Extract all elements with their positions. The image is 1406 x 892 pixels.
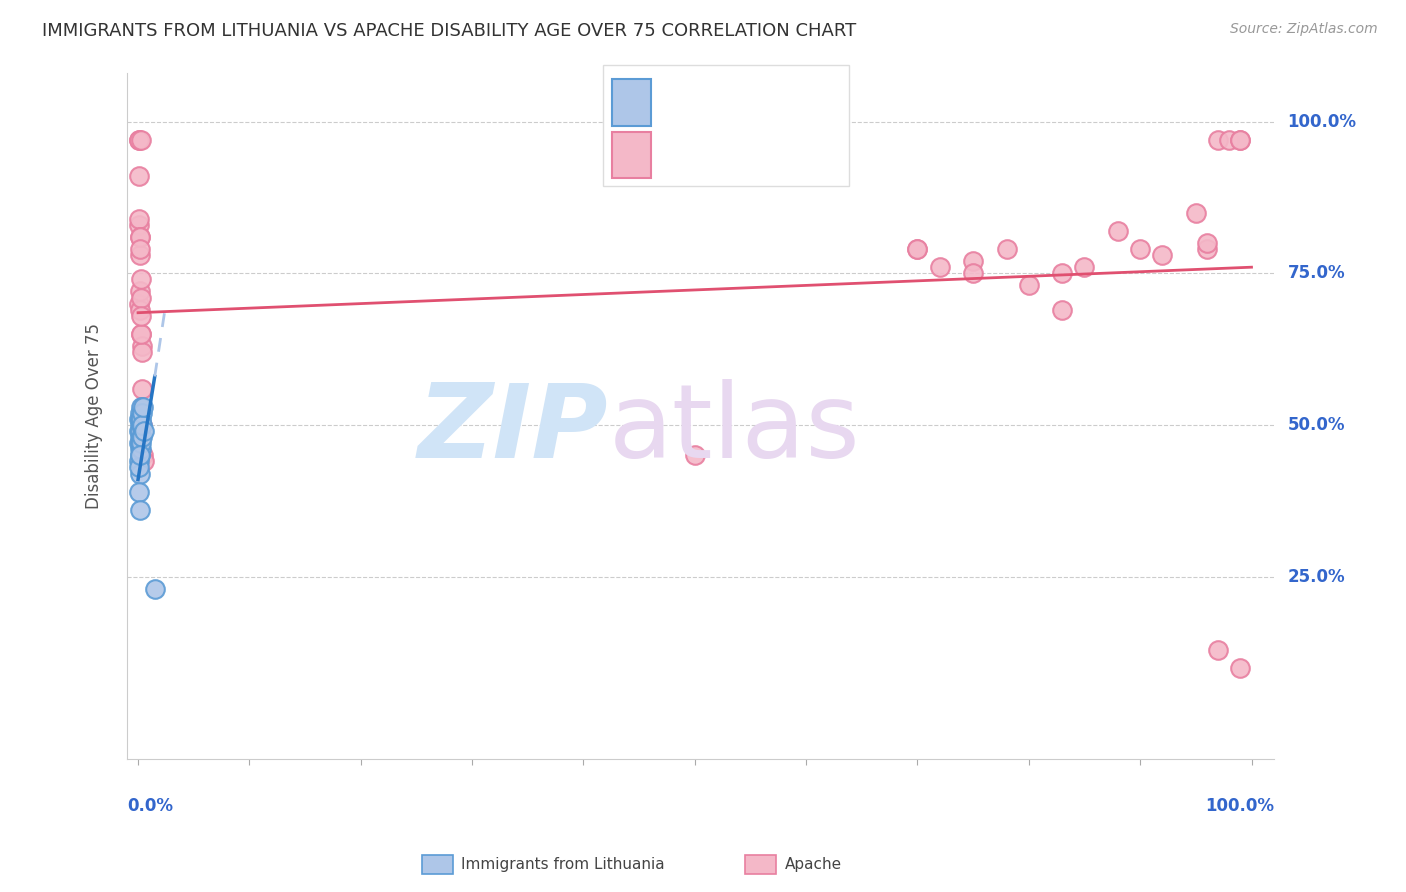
Point <box>131 406 153 420</box>
Point <box>129 230 152 244</box>
Point <box>1129 242 1152 256</box>
Point <box>131 417 153 432</box>
Point <box>1218 133 1240 147</box>
Point <box>1107 224 1129 238</box>
Point <box>131 412 153 426</box>
Point <box>132 454 155 468</box>
Point <box>129 448 152 462</box>
Point <box>128 218 150 232</box>
Text: IMMIGRANTS FROM LITHUANIA VS APACHE DISABILITY AGE OVER 75 CORRELATION CHART: IMMIGRANTS FROM LITHUANIA VS APACHE DISA… <box>42 22 856 40</box>
Point <box>128 417 150 432</box>
Text: 100.0%: 100.0% <box>1205 797 1274 814</box>
Point <box>128 454 150 468</box>
Point <box>129 326 152 341</box>
Point <box>1185 205 1208 219</box>
Text: ZIP: ZIP <box>418 379 609 480</box>
Point <box>131 345 153 359</box>
Point <box>128 133 150 147</box>
Text: Apache: Apache <box>785 857 842 871</box>
Point <box>128 424 150 438</box>
Point <box>683 448 706 462</box>
Text: Immigrants from Lithuania: Immigrants from Lithuania <box>461 857 665 871</box>
Text: N = 29: N = 29 <box>763 94 831 112</box>
Point <box>129 503 152 517</box>
Text: 100.0%: 100.0% <box>1288 112 1357 130</box>
Point <box>129 272 152 286</box>
Text: 0.0%: 0.0% <box>127 797 173 814</box>
Point <box>131 400 153 414</box>
Point <box>131 417 153 432</box>
Point <box>962 266 984 280</box>
Point <box>128 436 150 450</box>
Point <box>1073 260 1095 275</box>
Point <box>129 412 152 426</box>
Point <box>131 291 153 305</box>
Text: 25.0%: 25.0% <box>1288 567 1346 586</box>
Point <box>128 230 150 244</box>
Point <box>128 484 150 499</box>
Point <box>1229 661 1251 675</box>
Point <box>128 296 150 310</box>
Point <box>129 467 152 481</box>
Point <box>995 242 1018 256</box>
Point <box>1229 133 1251 147</box>
Point <box>1018 278 1040 293</box>
Point <box>128 430 150 444</box>
Point <box>131 326 153 341</box>
Point <box>1195 242 1218 256</box>
Point <box>128 169 150 183</box>
Point <box>129 417 152 432</box>
Text: 50.0%: 50.0% <box>1288 416 1346 434</box>
Point <box>128 460 150 475</box>
Point <box>129 448 152 462</box>
Point <box>131 430 153 444</box>
Point <box>129 424 152 438</box>
Point <box>128 412 150 426</box>
Point <box>1195 235 1218 250</box>
Point <box>128 406 150 420</box>
Text: R = 0.618: R = 0.618 <box>662 94 761 112</box>
Point <box>962 254 984 268</box>
Point <box>129 436 152 450</box>
Point <box>131 382 153 396</box>
Point <box>129 248 152 262</box>
Text: N = 47: N = 47 <box>763 146 831 164</box>
Point <box>129 400 152 414</box>
Point <box>1050 266 1073 280</box>
Point <box>907 242 929 256</box>
Point <box>1152 248 1174 262</box>
Text: Source: ZipAtlas.com: Source: ZipAtlas.com <box>1230 22 1378 37</box>
Point <box>131 309 153 323</box>
Point <box>132 400 155 414</box>
Point <box>128 442 150 457</box>
Point <box>131 436 153 450</box>
Point <box>928 260 950 275</box>
Y-axis label: Disability Age Over 75: Disability Age Over 75 <box>86 323 103 508</box>
Point <box>129 442 152 457</box>
Point <box>129 302 152 317</box>
Text: R = 0.150: R = 0.150 <box>662 146 761 164</box>
Point <box>1229 133 1251 147</box>
Point <box>129 242 152 256</box>
Point <box>907 242 929 256</box>
Point <box>129 430 152 444</box>
Point <box>143 582 166 596</box>
Point <box>128 211 150 226</box>
Point <box>1206 133 1229 147</box>
Text: 75.0%: 75.0% <box>1288 264 1346 282</box>
Point <box>1206 642 1229 657</box>
Point <box>129 285 152 299</box>
Point <box>1050 302 1073 317</box>
Point <box>132 448 155 462</box>
Point <box>132 424 155 438</box>
Point <box>128 133 150 147</box>
Point <box>129 133 152 147</box>
Text: atlas: atlas <box>609 379 860 480</box>
Point <box>131 339 153 353</box>
